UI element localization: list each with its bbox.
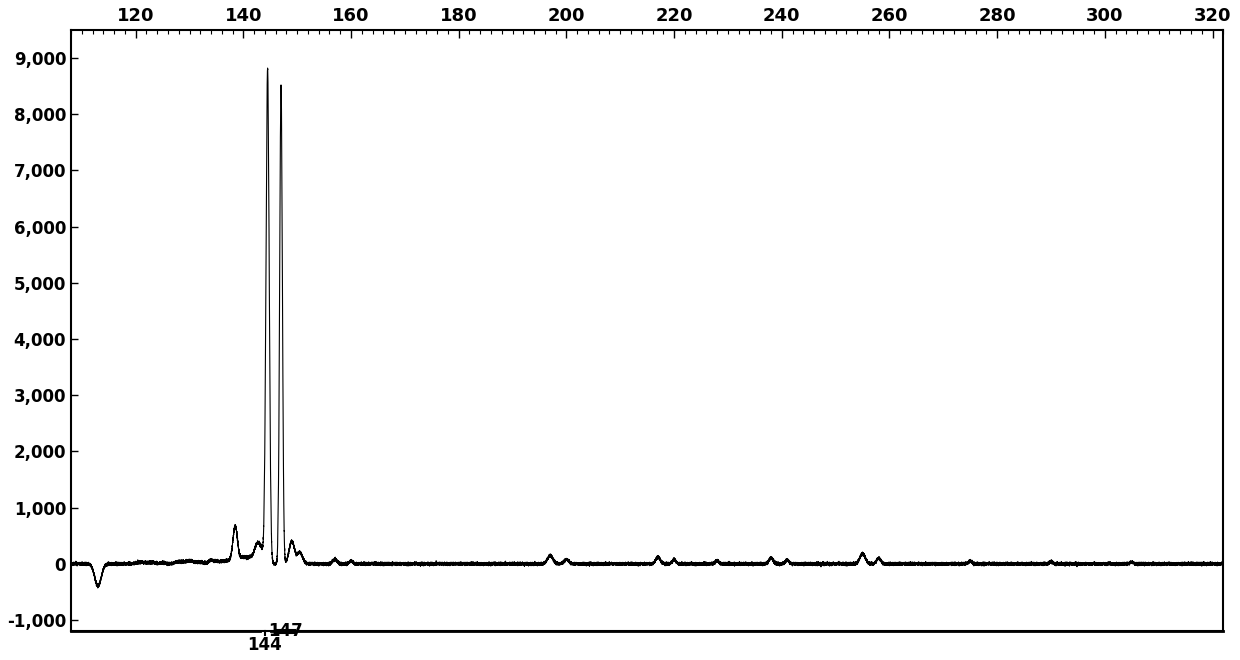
Text: 147: 147	[268, 622, 303, 640]
Text: 144: 144	[248, 636, 283, 654]
FancyBboxPatch shape	[275, 630, 295, 633]
